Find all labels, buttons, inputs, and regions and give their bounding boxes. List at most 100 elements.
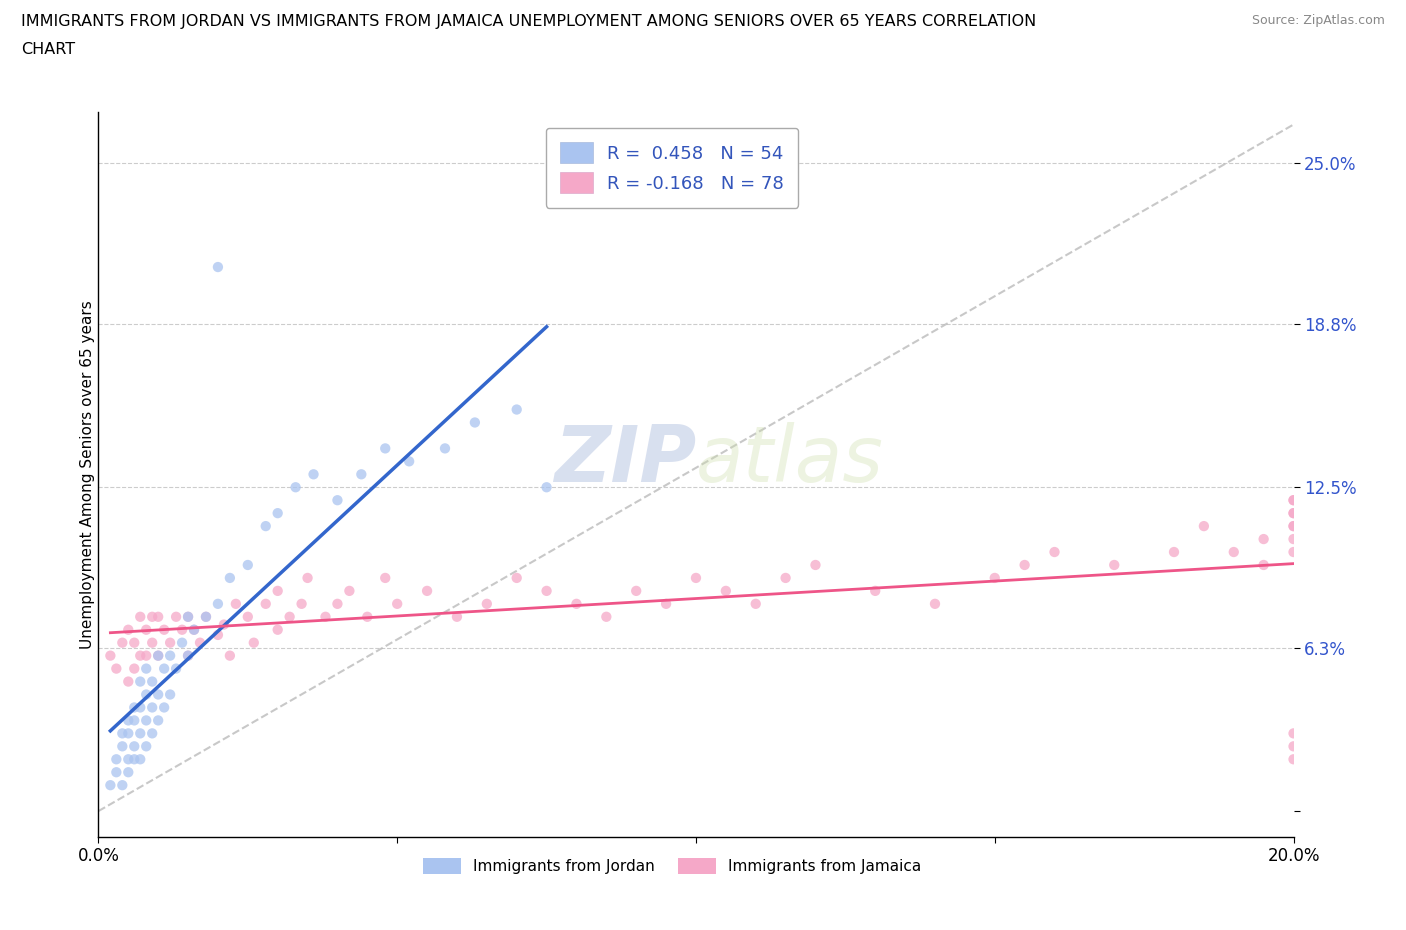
- Point: [1282, 545, 1305, 560]
- Point: [434, 441, 457, 456]
- Point: [254, 519, 277, 534]
- Point: [1043, 545, 1066, 560]
- Point: [98, 648, 122, 663]
- Point: [124, 635, 146, 650]
- Point: [141, 700, 163, 715]
- Point: [1282, 493, 1305, 508]
- Point: [183, 622, 205, 637]
- Point: [356, 609, 378, 624]
- Point: [219, 648, 242, 663]
- Point: [804, 558, 827, 573]
- Point: [141, 726, 163, 741]
- Point: [148, 687, 170, 702]
- Point: [124, 751, 146, 766]
- Point: [172, 622, 194, 637]
- Point: [153, 700, 176, 715]
- Point: [350, 467, 373, 482]
- Point: [141, 635, 163, 650]
- Point: [195, 609, 218, 624]
- Point: [111, 738, 134, 753]
- Point: [267, 506, 290, 521]
- Point: [135, 687, 157, 702]
- Point: [1282, 738, 1305, 753]
- Point: [1163, 545, 1185, 560]
- Point: [291, 596, 314, 611]
- Y-axis label: Unemployment Among Seniors over 65 years: Unemployment Among Seniors over 65 years: [80, 300, 94, 649]
- Point: [267, 622, 290, 637]
- Point: [124, 738, 146, 753]
- Legend: Immigrants from Jordan, Immigrants from Jamaica: Immigrants from Jordan, Immigrants from …: [416, 852, 928, 880]
- Point: [212, 618, 235, 632]
- Text: atlas: atlas: [696, 422, 884, 498]
- Point: [105, 751, 128, 766]
- Point: [339, 583, 361, 598]
- Point: [745, 596, 768, 611]
- Point: [188, 635, 211, 650]
- Point: [148, 648, 170, 663]
- Point: [117, 726, 139, 741]
- Point: [775, 570, 797, 585]
- Point: [135, 738, 157, 753]
- Point: [124, 661, 146, 676]
- Point: [129, 609, 152, 624]
- Point: [236, 558, 259, 573]
- Point: [195, 609, 218, 624]
- Point: [536, 480, 558, 495]
- Point: [315, 609, 337, 624]
- Point: [1282, 493, 1305, 508]
- Point: [111, 777, 134, 792]
- Point: [685, 570, 707, 585]
- Point: [207, 596, 229, 611]
- Point: [1282, 506, 1305, 521]
- Point: [1253, 558, 1275, 573]
- Point: [267, 583, 290, 598]
- Point: [1253, 532, 1275, 547]
- Point: [254, 596, 277, 611]
- Point: [1282, 532, 1305, 547]
- Point: [1282, 751, 1305, 766]
- Text: Source: ZipAtlas.com: Source: ZipAtlas.com: [1251, 14, 1385, 27]
- Point: [385, 596, 409, 611]
- Point: [177, 648, 200, 663]
- Point: [219, 570, 242, 585]
- Point: [1282, 726, 1305, 741]
- Point: [626, 583, 648, 598]
- Point: [135, 661, 157, 676]
- Point: [141, 674, 163, 689]
- Point: [207, 628, 229, 643]
- Point: [865, 583, 887, 598]
- Point: [1282, 519, 1305, 534]
- Point: [207, 259, 229, 274]
- Point: [117, 751, 139, 766]
- Point: [177, 648, 200, 663]
- Point: [148, 609, 170, 624]
- Point: [177, 609, 200, 624]
- Point: [326, 596, 349, 611]
- Point: [135, 622, 157, 637]
- Point: [236, 609, 259, 624]
- Point: [1282, 506, 1305, 521]
- Point: [117, 622, 139, 637]
- Point: [153, 661, 176, 676]
- Point: [565, 596, 588, 611]
- Point: [141, 609, 163, 624]
- Point: [159, 687, 181, 702]
- Point: [105, 764, 128, 779]
- Point: [655, 596, 678, 611]
- Point: [172, 635, 194, 650]
- Point: [124, 713, 146, 728]
- Point: [536, 583, 558, 598]
- Text: CHART: CHART: [21, 42, 75, 57]
- Point: [243, 635, 266, 650]
- Point: [984, 570, 1007, 585]
- Point: [135, 713, 157, 728]
- Point: [464, 415, 486, 430]
- Point: [148, 648, 170, 663]
- Point: [374, 441, 396, 456]
- Point: [129, 648, 152, 663]
- Point: [398, 454, 420, 469]
- Point: [416, 583, 439, 598]
- Point: [159, 648, 181, 663]
- Point: [117, 674, 139, 689]
- Point: [278, 609, 301, 624]
